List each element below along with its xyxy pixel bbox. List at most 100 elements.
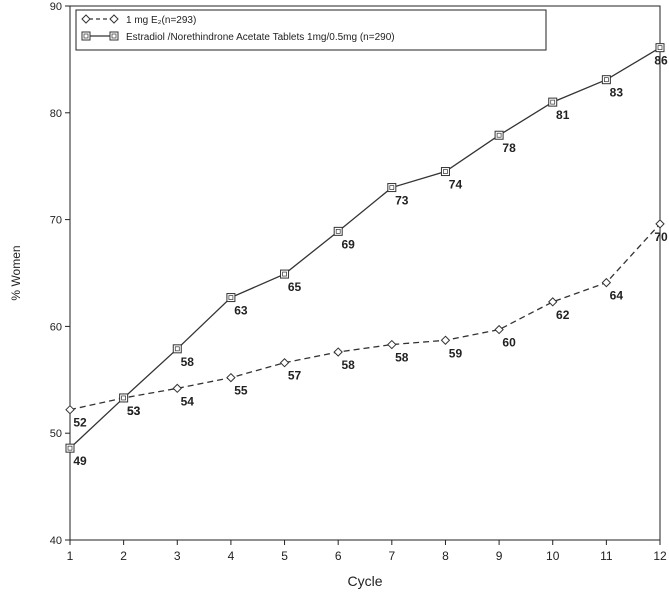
y-tick-label: 70 bbox=[50, 215, 62, 227]
y-axis: 40 50 60 70 80 90 bbox=[50, 1, 70, 547]
x-tick-label: 1 bbox=[67, 549, 74, 563]
data-label: 70 bbox=[654, 230, 668, 244]
data-point bbox=[655, 43, 665, 53]
data-point bbox=[333, 347, 343, 357]
data-point-inner bbox=[657, 45, 663, 51]
x-tick-label: 9 bbox=[496, 549, 503, 563]
x-tick-label: 2 bbox=[120, 549, 127, 563]
y-tick-label: 80 bbox=[50, 108, 62, 120]
data-label: 58 bbox=[395, 351, 409, 365]
data-point bbox=[548, 297, 558, 307]
series-2: 49 53 58 63 65 69 73 74 78 81 83 86 bbox=[65, 43, 668, 468]
x-tick-label: 12 bbox=[653, 549, 667, 563]
data-point-inner bbox=[389, 185, 395, 190]
legend-marker bbox=[81, 14, 91, 24]
data-point-inner bbox=[121, 395, 126, 401]
legend-marker-inner bbox=[83, 33, 89, 39]
legend-entry: 1 mg E₂(n=293) bbox=[81, 14, 196, 26]
x-axis-label: Cycle bbox=[347, 573, 382, 589]
data-point bbox=[65, 443, 75, 453]
data-point bbox=[387, 183, 397, 193]
data-label: 55 bbox=[234, 384, 248, 398]
data-point bbox=[440, 167, 450, 177]
data-point bbox=[601, 277, 612, 288]
x-tick-label: 10 bbox=[546, 549, 560, 563]
data-label: 63 bbox=[234, 304, 248, 318]
legend-marker bbox=[109, 14, 119, 24]
y-tick-label: 90 bbox=[50, 1, 62, 13]
data-label: 65 bbox=[288, 280, 302, 294]
legend-marker bbox=[81, 31, 91, 41]
data-point bbox=[119, 393, 129, 403]
y-axis-label: % Women bbox=[9, 245, 23, 300]
series-line bbox=[69, 47, 661, 449]
data-label: 53 bbox=[127, 404, 141, 418]
y-tick-label: 40 bbox=[50, 535, 62, 547]
data-label: 58 bbox=[181, 355, 195, 369]
x-tick-label: 6 bbox=[335, 549, 342, 563]
data-label: 49 bbox=[73, 454, 87, 468]
data-label: 58 bbox=[342, 358, 356, 372]
data-point-inner bbox=[496, 132, 502, 138]
y-tick-label: 60 bbox=[50, 321, 62, 333]
data-point bbox=[655, 219, 665, 229]
data-point bbox=[333, 226, 343, 236]
y-tick-label: 50 bbox=[50, 428, 62, 440]
data-point-inner bbox=[335, 228, 341, 234]
data-point bbox=[601, 75, 611, 85]
data-point bbox=[226, 293, 236, 303]
legend-label: 1 mg E₂(n=293) bbox=[126, 15, 196, 26]
data-point bbox=[440, 335, 451, 345]
data-point-inner bbox=[174, 346, 180, 352]
legend-marker-inner bbox=[111, 33, 117, 39]
data-point bbox=[279, 358, 290, 368]
data-label: 57 bbox=[288, 369, 302, 383]
data-label: 73 bbox=[395, 194, 409, 208]
data-label: 59 bbox=[449, 346, 463, 360]
data-point-inner bbox=[550, 99, 556, 105]
x-axis: 1 2 3 4 5 6 7 8 9 10 11 12 bbox=[67, 540, 667, 563]
data-label: 52 bbox=[73, 416, 87, 430]
x-tick-label: 4 bbox=[228, 549, 235, 563]
data-label: 53 bbox=[127, 404, 141, 418]
data-point-inner bbox=[604, 77, 609, 83]
x-tick-label: 3 bbox=[174, 549, 181, 563]
series-1: 52 53 54 55 57 58 58 59 60 62 64 70 bbox=[65, 219, 668, 430]
data-label: 78 bbox=[502, 141, 516, 155]
plot-frame bbox=[69, 5, 661, 541]
data-point-inner bbox=[443, 169, 448, 174]
data-point bbox=[280, 269, 290, 279]
data-point bbox=[494, 130, 504, 140]
data-label: 64 bbox=[610, 289, 624, 303]
data-point-inner bbox=[228, 295, 234, 300]
data-point bbox=[548, 97, 558, 107]
x-tick-label: 7 bbox=[388, 549, 395, 563]
data-point bbox=[65, 404, 75, 415]
data-point bbox=[172, 344, 182, 354]
data-label: 83 bbox=[610, 86, 624, 100]
legend: 1 mg E₂(n=293) Estradiol /Norethindrone A… bbox=[75, 9, 547, 51]
x-tick-label: 11 bbox=[600, 549, 613, 563]
data-point bbox=[226, 372, 236, 383]
data-label: 81 bbox=[556, 108, 570, 122]
legend-entry: Estradiol /Norethindrone Acetate Tablets… bbox=[81, 31, 395, 43]
x-tick-label: 5 bbox=[281, 549, 288, 563]
legend-marker bbox=[109, 31, 119, 41]
data-label: 60 bbox=[502, 336, 516, 350]
data-point bbox=[387, 339, 397, 350]
legend-box bbox=[75, 9, 547, 51]
data-label: 86 bbox=[654, 54, 668, 68]
data-point bbox=[172, 383, 182, 394]
data-point-inner bbox=[67, 445, 73, 451]
data-label: 62 bbox=[556, 308, 570, 322]
data-label: 54 bbox=[181, 394, 195, 408]
data-point bbox=[494, 324, 504, 335]
x-tick-label: 8 bbox=[442, 549, 449, 563]
data-point-inner bbox=[282, 271, 287, 277]
legend-label: Estradiol /Norethindrone Acetate Tablets… bbox=[126, 32, 395, 43]
series-line bbox=[69, 223, 661, 411]
data-label: 74 bbox=[449, 178, 463, 192]
data-label: 69 bbox=[342, 237, 356, 251]
